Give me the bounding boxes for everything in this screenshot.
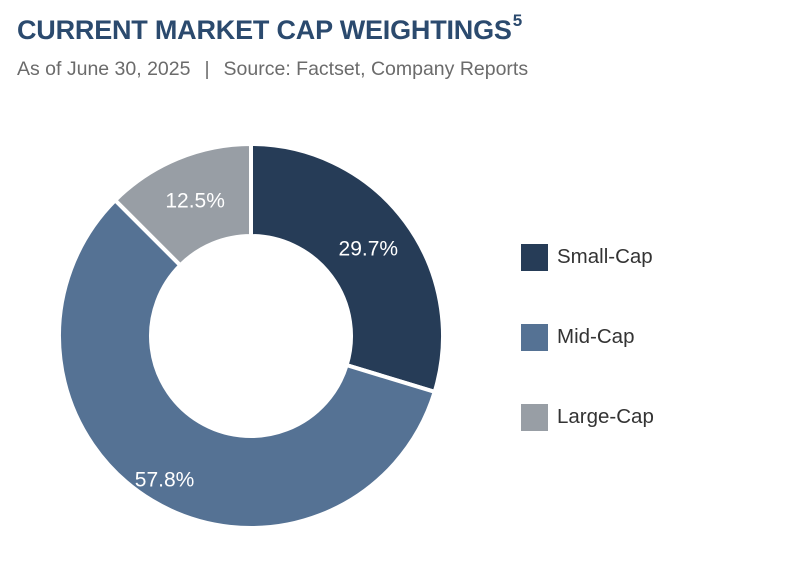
- chart-subtitle: As of June 30, 2025 | Source: Factset, Com…: [17, 58, 528, 81]
- chart-title-text: CURRENT MARKET CAP WEIGHTINGS: [17, 15, 512, 45]
- chart-legend: Small-Cap Mid-Cap Large-Cap: [521, 243, 654, 483]
- source-note: Source: Factset, Company Reports: [223, 58, 529, 80]
- legend-item-large-cap: Large-Cap: [521, 403, 654, 431]
- legend-swatch-small-cap: [521, 243, 548, 271]
- legend-swatch-large-cap: [521, 403, 548, 431]
- slice-large-cap: [112, 141, 253, 269]
- title-footnote-marker: 5: [512, 11, 522, 30]
- legend-item-small-cap: Small-Cap: [521, 243, 654, 271]
- legend-item-mid-cap: Mid-Cap: [521, 323, 654, 351]
- legend-label-mid-cap: Mid-Cap: [557, 325, 635, 348]
- legend-label-small-cap: Small-Cap: [557, 245, 653, 268]
- slice-small-cap: [249, 141, 445, 395]
- as-of-date: As of June 30, 2025: [17, 58, 191, 80]
- data-label-large-cap: 12.5%: [165, 190, 225, 213]
- legend-label-large-cap: Large-Cap: [557, 405, 654, 428]
- legend-swatch-mid-cap: [521, 323, 548, 351]
- slice-mid-cap: [57, 197, 438, 530]
- chart-title: CURRENT MARKET CAP WEIGHTINGS5: [17, 11, 522, 46]
- data-label-mid-cap: 57.8%: [135, 469, 195, 492]
- subtitle-separator: |: [204, 58, 210, 80]
- data-label-small-cap: 29.7%: [339, 238, 399, 261]
